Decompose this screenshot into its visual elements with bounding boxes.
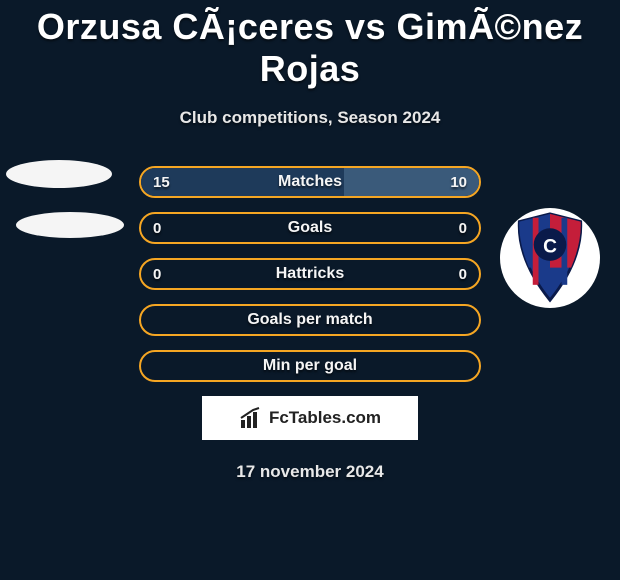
bar-chart-icon	[239, 406, 263, 430]
stat-value-right: 0	[459, 260, 467, 288]
subtitle: Club competitions, Season 2024	[0, 108, 620, 128]
stat-row-goals: Goals0 0	[139, 212, 481, 244]
stat-row-goals-per-match: Goals per match	[139, 304, 481, 336]
fctables-logo[interactable]: FcTables.com	[202, 396, 418, 440]
stat-label: Min per goal	[141, 352, 479, 380]
logo-text: FcTables.com	[269, 408, 381, 428]
stat-value-left: 0	[153, 214, 161, 242]
club-crest-right: C	[500, 208, 600, 308]
stat-label: Goals	[141, 214, 479, 242]
stat-value-left: 0	[153, 260, 161, 288]
stat-row-hattricks: Hattricks0 0	[139, 258, 481, 290]
stat-row-min-per-goal: Min per goal	[139, 350, 481, 382]
stat-label: Hattricks	[141, 260, 479, 288]
stats-area: C Matches1510Goals00Hattricks00Goals per…	[0, 166, 620, 482]
stat-value-right: 10	[450, 168, 467, 196]
player-avatar-left-2	[16, 212, 124, 238]
stat-label: Goals per match	[141, 306, 479, 334]
shield-icon: C	[511, 212, 589, 304]
player-avatar-left	[6, 160, 112, 188]
stat-value-left: 15	[153, 168, 170, 196]
svg-text:C: C	[543, 236, 557, 257]
date: 17 november 2024	[0, 462, 620, 482]
stat-value-right: 0	[459, 214, 467, 242]
stat-row-matches: Matches15 10	[139, 166, 481, 198]
stat-label: Matches	[141, 168, 479, 196]
page-title: Orzusa CÃ¡ceres vs GimÃ©nez Rojas	[0, 0, 620, 90]
